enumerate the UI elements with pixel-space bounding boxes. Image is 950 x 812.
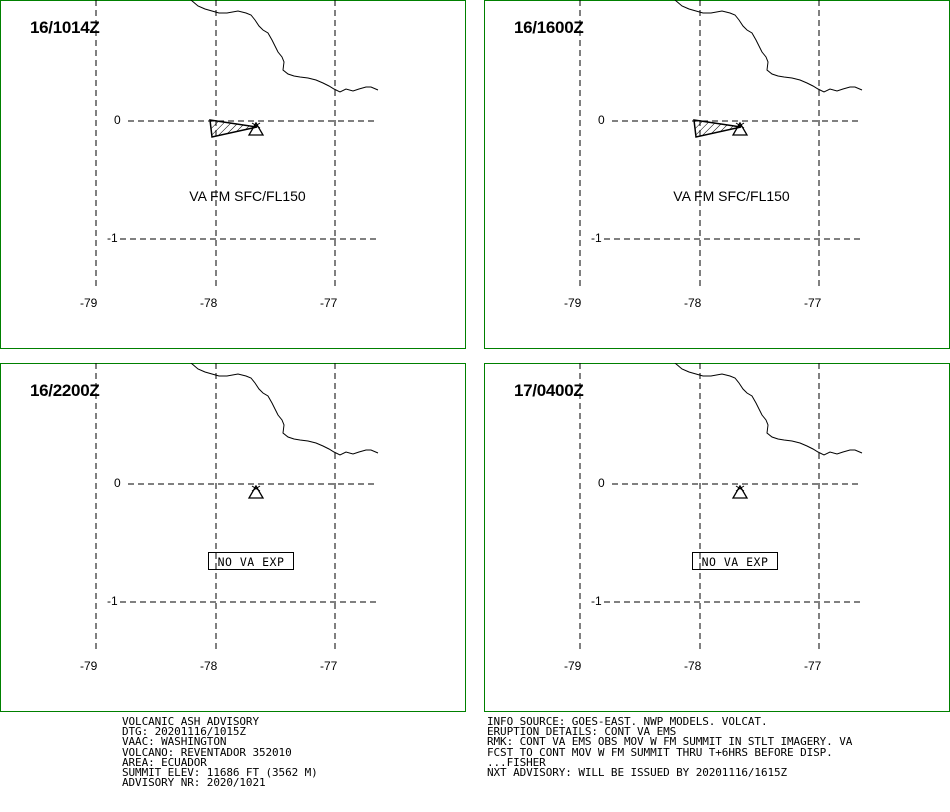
ash-cloud-polygon bbox=[209, 119, 258, 138]
forecast-panel-3: 16/2200Z 0 -1 -79 -78 -77 NO VA EXP bbox=[0, 363, 466, 712]
panel-frame bbox=[484, 0, 950, 349]
advisory-header-left: VOLCANIC ASH ADVISORY DTG: 20201116/1015Z… bbox=[122, 715, 318, 790]
ash-altitude-label: VA FM SFC/FL150 bbox=[189, 188, 306, 204]
forecast-panel-2: 16/1600Z 0 -1 -79 -78 -77 VA FM SFC/FL150 bbox=[484, 0, 950, 349]
map-canvas bbox=[0, 363, 466, 712]
panel-frame bbox=[0, 0, 466, 349]
valid-time-label: 16/1600Z bbox=[514, 18, 584, 37]
no-ash-label: NO VA EXP bbox=[208, 552, 294, 570]
advisory-line: ADVISORY NR: 2020/1021 bbox=[122, 776, 266, 790]
latitude-label: -1 bbox=[591, 594, 602, 608]
latitude-label: -1 bbox=[107, 231, 118, 245]
advisory-line: ...FISHER bbox=[487, 755, 546, 769]
longitude-label: -78 bbox=[684, 659, 702, 673]
coastline bbox=[190, 363, 379, 456]
ash-cloud-polygon bbox=[693, 119, 742, 138]
advisory-line: VOLCANO: REVENTADOR 352010 bbox=[122, 745, 292, 759]
volcano-triangle-icon bbox=[731, 484, 749, 499]
advisory-line: VOLCANIC ASH ADVISORY bbox=[122, 715, 259, 728]
forecast-panel-4: 17/0400Z 0 -1 -79 -78 -77 NO VA EXP bbox=[484, 363, 950, 712]
latitude-label: -1 bbox=[591, 231, 602, 245]
longitude-label: -79 bbox=[80, 659, 98, 673]
advisory-line: SUMMIT ELEV: 11686 FT (3562 M) bbox=[122, 765, 318, 779]
advisory-line: INFO SOURCE: GOES-EAST. NWP MODELS. VOLC… bbox=[487, 715, 768, 728]
longitude-label: -79 bbox=[564, 659, 582, 673]
valid-time-label: 16/1014Z bbox=[30, 18, 100, 37]
volcano-triangle-icon bbox=[247, 484, 265, 499]
coastline bbox=[674, 0, 863, 93]
advisory-line: ERUPTION DETAILS: CONT VA EMS bbox=[487, 725, 677, 739]
coastline bbox=[190, 0, 379, 93]
longitude-label: -78 bbox=[200, 659, 218, 673]
advisory-line: DTG: 20201116/1015Z bbox=[122, 725, 246, 739]
longitude-label: -77 bbox=[320, 659, 338, 673]
latitude-label: 0 bbox=[114, 113, 121, 127]
map-canvas bbox=[0, 0, 466, 349]
panel-frame bbox=[0, 363, 466, 712]
advisory-line: VAAC: WASHINGTON bbox=[122, 735, 227, 749]
valid-time-label: 16/2200Z bbox=[30, 381, 100, 400]
longitude-label: -78 bbox=[684, 296, 702, 310]
panel-frame bbox=[484, 363, 950, 712]
map-canvas bbox=[484, 363, 950, 712]
coastline bbox=[674, 363, 863, 456]
ash-altitude-label: VA FM SFC/FL150 bbox=[673, 188, 790, 204]
advisory-line: NXT ADVISORY: WILL BE ISSUED BY 20201116… bbox=[487, 765, 788, 779]
no-ash-label: NO VA EXP bbox=[692, 552, 778, 570]
latitude-label: -1 bbox=[107, 594, 118, 608]
longitude-label: -77 bbox=[804, 296, 822, 310]
map-canvas bbox=[484, 0, 950, 349]
latitude-label: 0 bbox=[598, 476, 605, 490]
advisory-header-right: INFO SOURCE: GOES-EAST. NWP MODELS. VOLC… bbox=[487, 715, 853, 779]
valid-time-label: 17/0400Z bbox=[514, 381, 584, 400]
longitude-label: -78 bbox=[200, 296, 218, 310]
advisory-line: RMK: CONT VA EMS OBS MOV W FM SUMMIT IN … bbox=[487, 735, 853, 749]
longitude-label: -79 bbox=[564, 296, 582, 310]
forecast-panel-1: 16/1014Z 0 -1 -79 -78 -77 VA FM SFC/FL150 bbox=[0, 0, 466, 349]
latitude-label: 0 bbox=[114, 476, 121, 490]
latitude-label: 0 bbox=[598, 113, 605, 127]
advisory-line: FCST TO CONT MOV W FM SUMMIT THRU T+6HRS… bbox=[487, 745, 833, 759]
longitude-label: -77 bbox=[320, 296, 338, 310]
longitude-label: -77 bbox=[804, 659, 822, 673]
advisory-line: AREA: ECUADOR bbox=[122, 755, 207, 769]
longitude-label: -79 bbox=[80, 296, 98, 310]
